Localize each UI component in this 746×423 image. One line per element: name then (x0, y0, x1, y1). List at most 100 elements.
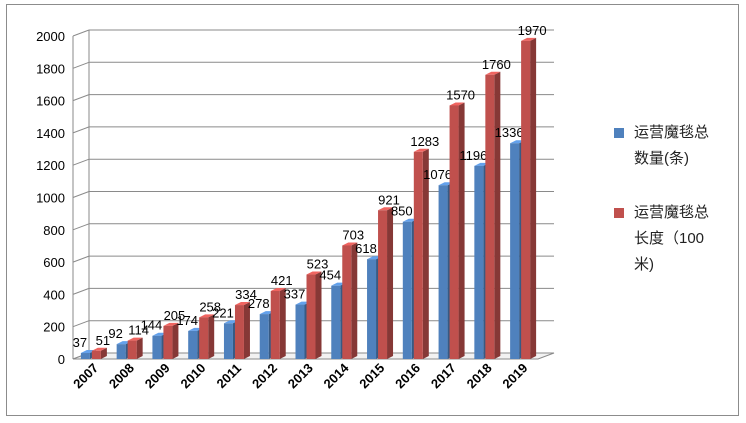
y-tick-label: 800 (43, 223, 65, 238)
legend-swatch-red (614, 208, 624, 218)
data-label-length: 114 (128, 323, 149, 338)
data-label-count: 1076 (423, 167, 452, 182)
x-tick-label: 2007 (70, 360, 101, 391)
bar-length-side (351, 242, 358, 359)
legend-label-count-line2: 数量(条) (634, 150, 689, 167)
legend-item-length: 运营魔毯总 长度（100 米) (614, 200, 734, 278)
x-tick-label: 2010 (177, 360, 208, 391)
bar-count (474, 165, 484, 359)
bar-count (331, 285, 341, 359)
y-tick-label: 1800 (36, 61, 65, 76)
bar-length-side (530, 37, 537, 359)
legend-label-length-line3: 米) (634, 256, 654, 273)
x-tick-label: 2008 (106, 360, 137, 391)
x-tick-label: 2016 (392, 360, 423, 391)
y-tick-label: 1000 (36, 191, 65, 206)
legend-swatch-blue (614, 128, 624, 138)
y-tick-label: 200 (43, 320, 65, 335)
bar-count (295, 304, 305, 359)
data-label-length: 421 (271, 273, 293, 288)
data-label-length: 51 (96, 333, 110, 348)
y-tick-label: 1200 (36, 158, 65, 173)
legend-item-count: 运营魔毯总 数量(条) (614, 120, 734, 172)
bar-length-top (342, 242, 358, 246)
data-label-count: 144 (141, 318, 163, 333)
bar-length-side (136, 337, 143, 359)
x-tick-label: 2011 (214, 361, 245, 392)
bar-length (413, 151, 423, 359)
legend-label-length-line2: 长度（100 (634, 230, 705, 247)
x-tick-label: 2009 (142, 360, 173, 391)
gridline-side (72, 94, 90, 102)
gridline-side (72, 61, 90, 69)
bar-length (521, 40, 531, 359)
data-label-count: 337 (284, 287, 306, 302)
data-label-count: 850 (391, 204, 413, 219)
bar-length-top (521, 37, 537, 41)
bar-count (510, 143, 520, 359)
data-label-length: 523 (307, 257, 329, 272)
bar-count (116, 344, 126, 359)
gridline-side (72, 255, 90, 263)
x-tick-label: 2017 (428, 360, 459, 391)
data-label-count: 174 (176, 313, 198, 328)
bar-length-top (199, 314, 215, 318)
bar-length-side (279, 288, 286, 359)
bar-length-side (494, 71, 501, 359)
data-label-length: 205 (164, 308, 186, 323)
data-label-length: 1570 (446, 87, 475, 102)
gridline-side (72, 191, 90, 198)
bar-length-side (315, 271, 322, 359)
gridline-side (72, 223, 90, 231)
y-tick-label: 1600 (36, 94, 65, 109)
y-tick-label: 2000 (36, 29, 65, 44)
bar-length-side (387, 207, 394, 359)
bar-length-side (100, 347, 107, 359)
y-tick-label: 0 (58, 352, 65, 367)
y-tick-label: 600 (43, 255, 65, 270)
data-label-count: 37 (73, 335, 87, 350)
y-tick-label: 1400 (36, 126, 65, 141)
bar-length-side (422, 148, 429, 359)
x-tick-label: 2012 (249, 360, 280, 391)
bar-count (259, 314, 269, 359)
bar-length (163, 325, 173, 359)
bar-length (378, 210, 388, 359)
bar-length (449, 105, 459, 359)
data-label-count: 278 (248, 296, 270, 311)
chart-frame (6, 4, 739, 416)
bar-length-top (485, 71, 501, 75)
bar-length-top (306, 271, 322, 275)
x-tick-label: 2014 (321, 360, 353, 392)
data-label-length: 334 (235, 287, 257, 302)
y-tick-label: 400 (43, 287, 65, 302)
gridline-side (72, 287, 90, 295)
bar-length-side (458, 102, 465, 359)
bar-count (438, 185, 448, 359)
x-tick-label: 2013 (285, 360, 316, 391)
data-label-length: 258 (199, 299, 221, 314)
bar-length-side (243, 302, 250, 359)
bar-length (485, 74, 495, 359)
data-label-count: 221 (212, 305, 234, 320)
bar-length-top (270, 288, 286, 292)
legend-label-count-line1: 运营魔毯总 (634, 124, 710, 141)
bar-count (367, 259, 377, 359)
x-tick-label: 2019 (499, 360, 530, 391)
bar-length (270, 291, 280, 359)
bar-length-side (172, 322, 179, 359)
bar-length-top (378, 207, 394, 211)
legend-label-length-line1: 运营魔毯总 (634, 204, 710, 221)
data-label-count: 454 (319, 268, 341, 283)
bar-count (188, 330, 198, 359)
gridline-side (72, 320, 90, 328)
x-tick-label: 2015 (356, 360, 387, 391)
bar-length-top (91, 347, 107, 351)
bar-count (80, 353, 90, 359)
data-label-length: 1760 (482, 57, 511, 72)
bar-length-side (208, 314, 215, 359)
bar-length (306, 274, 316, 359)
bar-length (127, 340, 137, 359)
bar-length-top (234, 302, 250, 306)
